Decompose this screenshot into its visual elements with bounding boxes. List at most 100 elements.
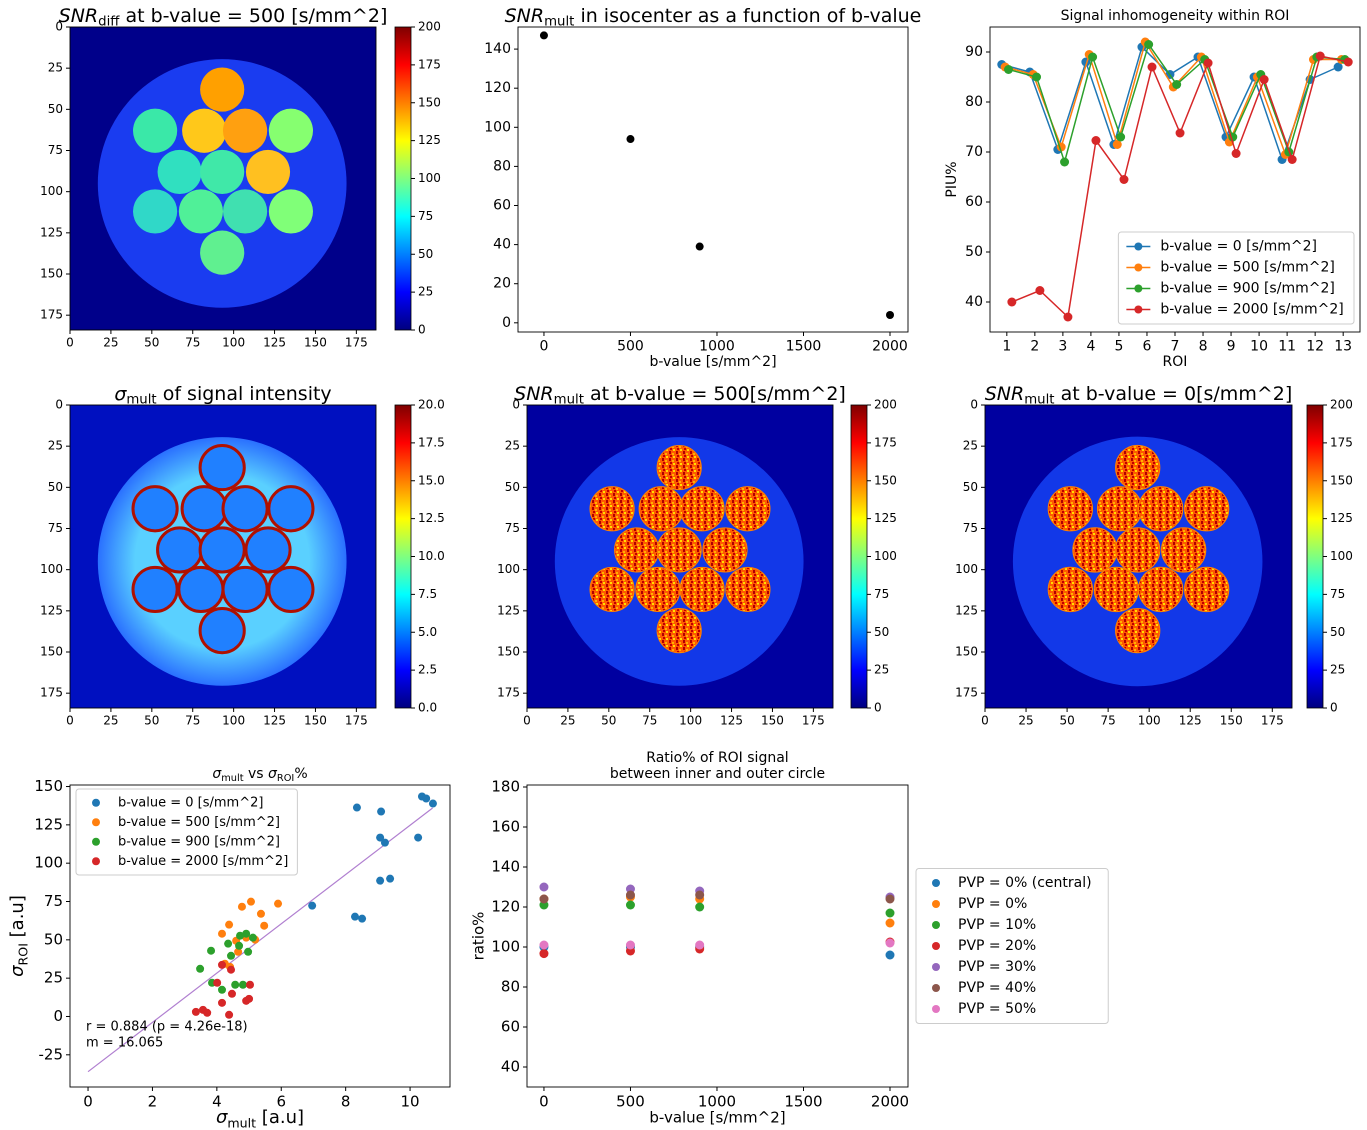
colorbar-tick-label: 175 — [418, 57, 441, 71]
x-tick-label: 2 — [148, 1093, 158, 1111]
x-tick-label: 100 — [1138, 714, 1161, 728]
data-point — [308, 901, 317, 910]
phantom-vial — [679, 486, 725, 532]
phantom-vial — [131, 485, 179, 533]
x-tick-label: 1000 — [699, 338, 735, 354]
data-point — [227, 965, 236, 974]
data-point — [1116, 132, 1126, 142]
y-tick-label: 50 — [48, 102, 63, 116]
series-line — [1008, 42, 1345, 165]
x-tick-label: 175 — [1261, 714, 1284, 728]
y-tick-label: 100 — [40, 184, 63, 198]
legend-marker — [92, 837, 100, 846]
y-tick-label: 40 — [501, 1058, 520, 1076]
chart-title-part: SNR — [514, 383, 553, 405]
phantom-vial — [1047, 566, 1094, 613]
y-tick-label: 175 — [955, 686, 978, 700]
colorbar-tick-label: 100 — [1330, 549, 1353, 563]
y-tick-label: 75 — [44, 892, 63, 910]
x-tick-label: 125 — [263, 336, 286, 350]
y-tick-label: 100 — [40, 562, 63, 576]
chart-title-part: of signal intensity — [157, 383, 332, 405]
legend-marker — [932, 879, 940, 887]
colorbar-tick-label: 17.5 — [418, 435, 445, 449]
data-point — [625, 940, 635, 950]
chart-title-part: SNR — [505, 5, 544, 27]
chart-title: σmult vs σROI% — [212, 766, 307, 784]
colorbar-tick-label: 7.5 — [418, 587, 437, 601]
data-point — [224, 939, 233, 948]
y-tick-label: 25 — [505, 439, 520, 453]
phantom-vial — [268, 108, 313, 153]
colorbar-tick-label: 150 — [418, 95, 441, 109]
data-point — [248, 933, 257, 942]
legend-marker — [1134, 263, 1143, 272]
phantom-vial — [1138, 486, 1184, 532]
x-tick-label: 3 — [1058, 338, 1067, 354]
x-tick-label: 13 — [1334, 338, 1352, 354]
y-tick-label: 0 — [970, 398, 978, 412]
phantom-vial — [223, 108, 268, 153]
data-point — [274, 899, 283, 908]
data-point — [1088, 52, 1098, 62]
data-point — [203, 1008, 212, 1017]
axes-frame — [526, 404, 834, 709]
x-tick-label: 0 — [539, 338, 548, 354]
y-tick-label: 25 — [44, 969, 63, 987]
legend-label: b-value = 2000 [s/mm^2] — [118, 854, 288, 869]
x-tick-label: 150 — [761, 714, 784, 728]
y-tick-label: 150 — [34, 777, 63, 795]
axes-frame — [69, 784, 451, 1088]
phantom-vial — [200, 149, 245, 195]
chart-title-part: mult — [544, 15, 574, 30]
data-point — [695, 242, 704, 251]
phantom-vial — [198, 607, 246, 655]
phantom-vial — [221, 485, 269, 533]
phantom-vial — [589, 566, 635, 613]
x-tick-label: 175 — [802, 714, 825, 728]
colorbar-tick-label: 50 — [418, 247, 433, 261]
phantom-vial — [1160, 527, 1207, 573]
data-point — [1119, 175, 1129, 184]
data-point — [885, 918, 895, 928]
data-point — [626, 135, 635, 144]
colorbar-tick-label: 150 — [1330, 473, 1353, 487]
data-point — [625, 890, 635, 900]
colorbar-tick-label: 5.0 — [418, 625, 437, 639]
y-tick-label: -25 — [39, 1045, 64, 1063]
chart-title-part: SNR — [985, 383, 1024, 405]
chart-title: between inner and outer circle — [610, 766, 825, 782]
phantom-vial — [1115, 444, 1161, 491]
y-tick-label: 160 — [491, 818, 520, 836]
data-point — [695, 940, 705, 950]
data-point — [539, 882, 549, 892]
x-axis-label: ROI — [1163, 354, 1188, 370]
y-tick-label: 40 — [965, 294, 983, 310]
x-tick-label: 7 — [1171, 338, 1180, 354]
phantom-vial — [1096, 486, 1143, 532]
data-point — [225, 920, 234, 929]
colorbar-tick-label: 12.5 — [418, 511, 445, 525]
x-axis-label: b-value [s/mm^2] — [649, 354, 776, 370]
x-tick-label: 125 — [720, 714, 743, 728]
phantom-vial — [656, 608, 702, 654]
x-tick-label: 0 — [981, 714, 989, 728]
y-axis-label-part: ROI — [15, 943, 30, 965]
data-point — [207, 946, 216, 955]
y-tick-label: 75 — [48, 143, 63, 157]
x-tick-label: 0 — [83, 1093, 93, 1111]
phantom-vial — [1072, 527, 1118, 573]
y-tick-label: 75 — [963, 521, 978, 535]
x-tick-label: 0 — [523, 714, 531, 728]
axes-frame — [526, 784, 909, 1088]
data-point — [351, 912, 359, 921]
x-axis-label-part: σ — [216, 1107, 228, 1128]
x-tick-label: 50 — [144, 336, 159, 350]
phantom-vial — [133, 189, 178, 234]
chart-title: SNRmult at b-value = 0[s/mm^2] — [985, 383, 1293, 408]
phantom-vial — [1093, 566, 1140, 613]
data-point — [238, 980, 247, 989]
phantom-vial — [198, 443, 246, 492]
legend-box — [1117, 231, 1355, 325]
